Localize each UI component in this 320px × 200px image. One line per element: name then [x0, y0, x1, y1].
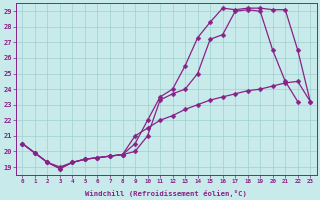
- X-axis label: Windchill (Refroidissement éolien,°C): Windchill (Refroidissement éolien,°C): [85, 190, 247, 197]
